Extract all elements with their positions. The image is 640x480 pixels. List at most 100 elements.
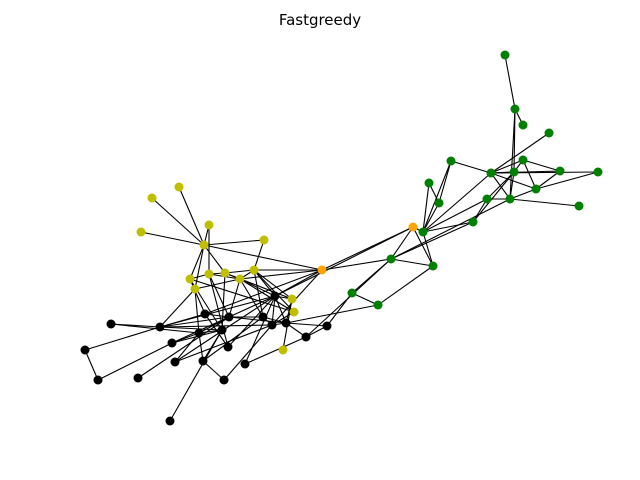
graph-edge	[486, 171, 515, 200]
graph-edge	[174, 324, 273, 363]
graph-edge	[159, 326, 223, 331]
graph-node	[259, 235, 269, 245]
graph-node	[249, 265, 259, 275]
graph-node	[93, 375, 103, 385]
graph-edge	[253, 239, 265, 271]
graph-node	[446, 156, 456, 166]
graph-edge	[189, 244, 205, 280]
graph-node	[194, 328, 204, 338]
graph-edge	[438, 160, 452, 204]
graph-edge	[305, 258, 392, 338]
graph-edge	[321, 258, 392, 271]
graph-edge	[522, 159, 537, 190]
graph-node	[505, 194, 515, 204]
node-layer	[80, 50, 603, 426]
graph-edge	[253, 269, 295, 313]
graph-node	[217, 325, 227, 335]
graph-node	[428, 261, 438, 271]
graph-node	[219, 375, 229, 385]
graph-node	[531, 184, 541, 194]
graph-edge	[390, 221, 474, 260]
graph-node	[301, 332, 311, 342]
graph-edge	[285, 322, 328, 327]
graph-node	[136, 227, 146, 237]
graph-edge	[224, 269, 255, 274]
graph-node	[424, 178, 434, 188]
graph-edge	[422, 160, 452, 233]
graph-edge	[159, 288, 196, 328]
graph-edge	[228, 316, 287, 324]
graph-edge	[194, 244, 205, 290]
graph-node	[80, 345, 90, 355]
graph-node	[289, 307, 299, 317]
graph-node	[500, 50, 510, 60]
graph-edge	[377, 265, 434, 306]
graph-edge	[228, 295, 276, 318]
graph-edge	[509, 198, 580, 207]
graph-node	[167, 338, 177, 348]
graph-edge	[390, 258, 434, 267]
graph-node	[220, 268, 230, 278]
graph-edge	[253, 269, 293, 300]
graph-node	[147, 193, 157, 203]
figure-title: Fastgreedy	[278, 11, 362, 29]
graph-edge	[169, 329, 223, 422]
graph-edge	[450, 160, 492, 174]
graph-edge	[194, 278, 241, 290]
graph-edge	[174, 332, 200, 363]
graph-node	[347, 288, 357, 298]
graph-node	[574, 201, 584, 211]
graph-edge	[203, 244, 323, 271]
graph-edge	[239, 269, 323, 280]
graph-edge	[422, 221, 474, 233]
graph-edge	[509, 171, 515, 200]
graph-edge	[84, 349, 99, 381]
graph-edge	[390, 198, 511, 260]
graph-node	[106, 319, 116, 329]
graph-node	[258, 312, 268, 322]
graph-edge	[422, 202, 440, 233]
graph-edge	[203, 244, 226, 274]
graph-node	[509, 167, 519, 177]
graph-edge	[412, 226, 434, 267]
graph-node	[190, 284, 200, 294]
graph-edge	[253, 269, 276, 297]
graph-node	[482, 194, 492, 204]
graph-edge	[202, 360, 225, 381]
graph-node	[518, 155, 528, 165]
graph-edge	[189, 278, 295, 313]
graph-edge	[140, 231, 205, 246]
graph-node	[204, 269, 214, 279]
graph-edge	[239, 278, 276, 297]
graph-node	[593, 167, 603, 177]
graph-node	[170, 357, 180, 367]
edge-layer	[84, 54, 599, 422]
graph-node	[386, 254, 396, 264]
graph-edge	[223, 324, 273, 381]
graph-node	[204, 220, 214, 230]
graph-edge	[137, 316, 230, 379]
graph-edge	[490, 171, 599, 174]
graph-edge	[202, 316, 264, 362]
graph-node	[223, 342, 233, 352]
graph-edge	[151, 197, 205, 246]
graph-edge	[159, 316, 230, 328]
graph-node	[408, 222, 418, 232]
graph-edge	[198, 316, 230, 334]
graph-node	[278, 345, 288, 355]
graph-node	[174, 182, 184, 192]
graph-edge	[274, 226, 414, 297]
graph-node	[185, 274, 195, 284]
graph-edge	[84, 326, 161, 351]
graph-edge	[208, 273, 229, 348]
graph-node	[510, 104, 520, 114]
graph-edge	[253, 269, 264, 318]
graph-edge	[422, 182, 430, 233]
graph-node	[224, 312, 234, 322]
graph-edge	[159, 295, 276, 328]
graph-edge	[271, 269, 323, 326]
graph-node	[267, 320, 277, 330]
graph-edge	[509, 188, 537, 200]
graph-node	[555, 166, 565, 176]
